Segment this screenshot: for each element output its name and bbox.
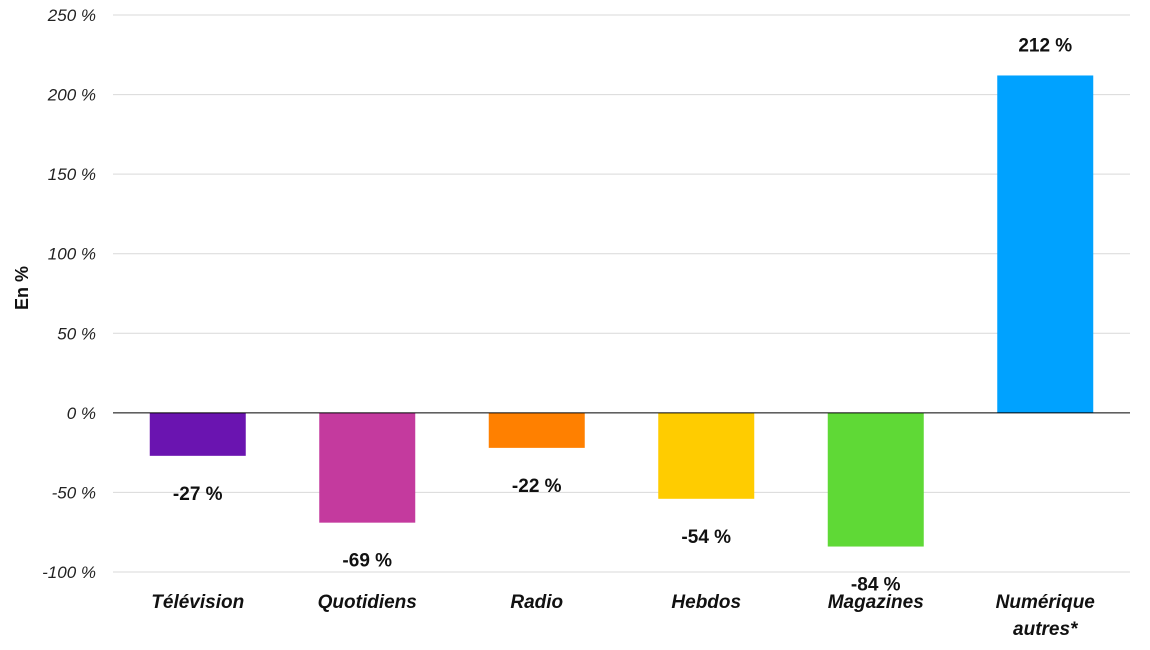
y-axis-title: En % bbox=[12, 266, 32, 310]
data-label: -27 % bbox=[173, 484, 223, 505]
gridlines bbox=[113, 14, 1130, 573]
y-tick-label: 0 % bbox=[67, 404, 96, 423]
category-label: Télévision bbox=[151, 592, 244, 613]
data-labels: -27 % -69 % -22 % -54 % -84 % 212 % bbox=[173, 35, 1072, 595]
bar bbox=[997, 75, 1094, 413]
bar bbox=[149, 412, 246, 456]
data-label: -69 % bbox=[342, 551, 392, 572]
category-label: Magazines bbox=[828, 592, 924, 613]
y-tick-label: -50 % bbox=[52, 483, 96, 502]
category-label: autres* bbox=[1013, 619, 1079, 640]
category-label: Quotidiens bbox=[318, 592, 417, 613]
data-label: -54 % bbox=[681, 527, 731, 548]
y-tick-label: -100 % bbox=[42, 563, 96, 582]
y-tick-label: 50 % bbox=[57, 324, 96, 343]
data-label: 212 % bbox=[1018, 35, 1072, 56]
data-label: -22 % bbox=[512, 476, 562, 497]
y-tick-label: 150 % bbox=[48, 165, 96, 184]
category-label: Radio bbox=[510, 592, 563, 613]
y-tick-label: 200 % bbox=[47, 86, 96, 105]
bar bbox=[319, 412, 416, 523]
bars bbox=[149, 75, 1094, 547]
y-tick-label: 100 % bbox=[48, 245, 96, 264]
category-label: Numérique bbox=[996, 592, 1096, 613]
bar bbox=[658, 412, 755, 499]
bar bbox=[488, 412, 585, 448]
bar bbox=[827, 412, 924, 547]
x-axis-labels: Télévision Quotidiens Radio Hebdos Magazines… bbox=[151, 592, 1095, 640]
y-tick-label: 250 % bbox=[47, 6, 96, 25]
data-label: -84 % bbox=[851, 575, 901, 596]
y-axis-ticks: 250 % 200 % 150 % 100 % 50 % 0 % -50 % -100 % bbox=[42, 6, 96, 582]
category-label: Hebdos bbox=[671, 592, 741, 613]
